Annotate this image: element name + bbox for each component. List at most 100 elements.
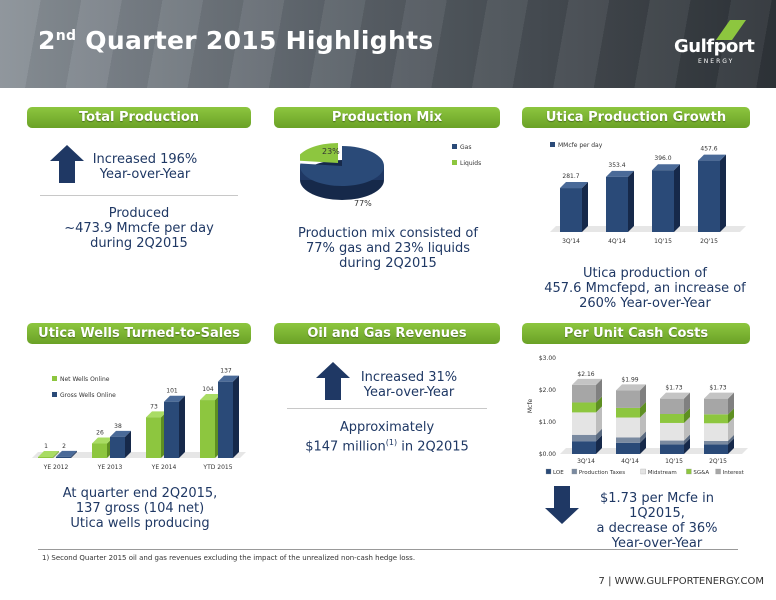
stack-segment-production-taxes [704,440,728,445]
footnote: 1) Second Quarter 2015 oil and gas reven… [42,554,416,562]
stack-segment-loe [704,444,728,454]
stack-segment-side [728,392,734,415]
x-tick-label: 4Q'14 [608,238,626,245]
bar-top [698,154,726,161]
stack-segment-production-taxes [660,440,684,445]
pie-slice-gas [300,146,384,186]
legend-swatch [715,468,721,475]
bar-top [606,170,634,177]
stack-segment-sg-a [660,414,684,423]
unit-costs-summary: $1.73 per Mcfe in 1Q2015, a decrease of 3… [596,491,718,551]
legend-label: Production Taxes [579,470,625,476]
stack-segment-sg-a [616,407,640,418]
bar [560,188,582,232]
stack-top [704,392,734,399]
x-tick-label: 1Q'15 [654,238,672,245]
bar [92,443,107,458]
legend-label-liquids: Liquids [460,160,481,167]
revenue-summary: Approximately $147 million(1) in 2Q2015 [305,420,469,455]
revenues-header: Oil and Gas Revenues [274,323,500,344]
bar-side [582,182,588,232]
bar-side [628,170,634,232]
data-label: 26 [96,430,104,437]
bar [110,436,125,458]
unit-costs-header: Per Unit Cash Costs [522,323,750,344]
stack-segment-side [596,378,602,403]
stack-segment-side [728,438,734,454]
bar [200,400,215,458]
bar [652,170,674,232]
stack-segment-sg-a [704,414,728,424]
wells-header: Utica Wells Turned-to-Sales [27,323,251,344]
stack-segment-side [684,438,690,454]
x-tick-label: 1Q'15 [665,458,683,465]
unit-costs-stacked-chart: $0.00 $1.00 $2.00 $3.00 Mcfe $2.16 3Q'14 $1.99 4… [527,355,748,476]
pie-label: 77% [354,199,372,208]
header-texture [0,0,776,88]
page-number: 7 | WWW.GULFPORTENERGY.COM [598,576,764,587]
legend-swatch [52,392,57,397]
legend-label: Interest [723,470,745,476]
gulfport-logo: Gulfport ENERGY [668,20,758,70]
stack-segment-side [684,392,690,414]
legend-swatch [545,468,552,475]
stack-segment-interest [660,398,684,414]
total-label: $1.73 [709,385,726,392]
data-label: 38 [114,423,122,430]
total-production-header: Total Production [27,107,251,128]
bar [146,417,161,458]
legend-label: SG&A [693,470,709,476]
stack-segment-side [640,411,646,438]
logo-mark-icon [716,20,746,40]
y-axis-label: Mcfe [527,399,534,414]
data-label: 353.4 [608,162,625,169]
stack-segment-loe [572,441,596,454]
legend-label: Gross Wells Online [60,392,116,399]
bar-side [71,450,77,458]
legend-label: Midstream [648,470,677,476]
bar [218,381,233,458]
stack-segment-midstream [616,417,640,438]
page-title: 2nd Quarter 2015 Highlights [38,26,434,55]
stack-segment-loe [660,444,684,454]
bar [698,160,720,232]
revenue-increase: Increased 31% Year-over-Year [360,370,458,400]
stack-segment-side [640,401,646,418]
stack-segment-loe [616,442,640,454]
stack-segment-side [684,434,690,445]
data-label: 73 [150,403,158,410]
stack-top [660,392,690,399]
stack-segment-side [640,436,646,454]
stack-segment-interest [572,384,596,403]
x-tick-label: YTD 2015 [202,464,232,471]
stack-segment-side [596,435,602,454]
bar-top [38,451,59,457]
legend-label: LOE [553,470,564,476]
bar-top [146,411,167,418]
y-tick-label: $0.00 [539,451,556,458]
bar-top [200,394,221,401]
wells-summary: At quarter end 2Q2015, 137 gross (104 net… [62,486,218,531]
pie-label: 23% [322,147,340,156]
stack-segment-side [728,417,734,441]
production-mix-summary: Production mix consisted of 77% gas and 2… [298,226,478,271]
total-label: $1.73 [665,385,682,392]
legend-label: MMcfe per day [558,142,603,149]
total-label: $1.99 [621,376,638,383]
bar-side [233,375,239,458]
legend-label-gas: Gas [460,144,471,151]
header-banner: 2nd Quarter 2015 Highlights Gulfport ENE… [0,0,776,88]
bar-top [110,430,131,437]
bar-top [560,182,588,189]
data-label: 1 [44,443,48,450]
chart-floor [550,226,746,232]
stack-segment-side [728,434,734,445]
stack-segment-midstream [572,412,596,435]
bar-top [218,375,239,382]
stack-segment-sg-a [572,402,596,413]
data-label: 457.6 [700,146,717,153]
stack-segment-midstream [660,422,684,441]
stack-segment-midstream [704,423,728,441]
stack-top [572,378,602,385]
utica-growth-summary: Utica production of 457.6 Mmcfepd, an inc… [544,266,746,311]
